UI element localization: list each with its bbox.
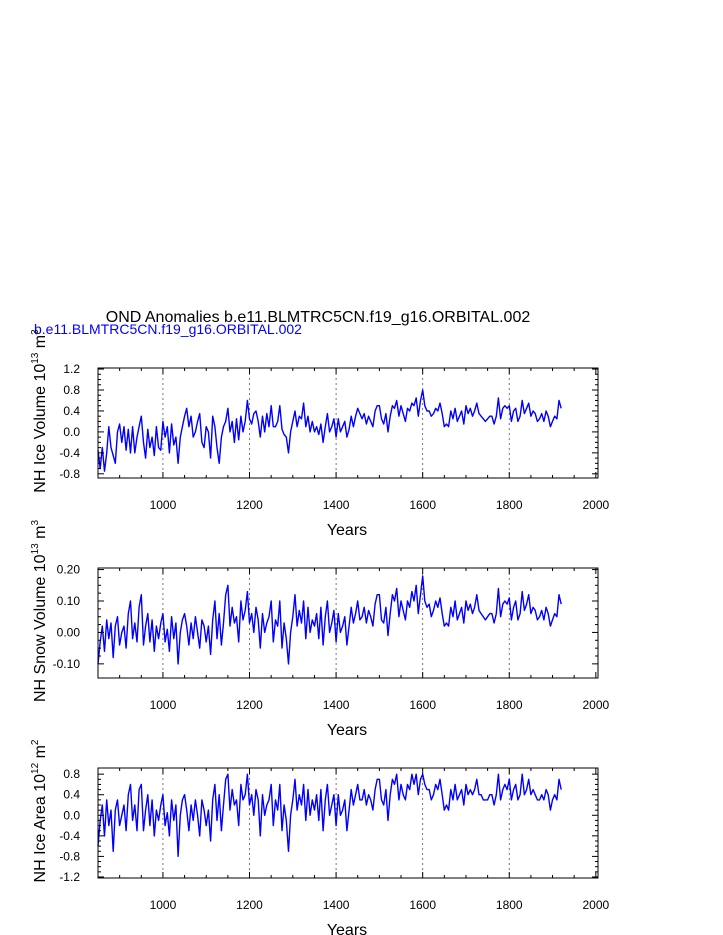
y-tick-label: -0.4 bbox=[59, 446, 80, 460]
series-line-ice-area bbox=[97, 773, 562, 858]
panel-ice-volume: 1000 1200 1400 1600 1800 2000 -0.8 -0.4 0.0 0.4 0.… bbox=[30, 329, 610, 539]
y-tick-label: 1.2 bbox=[63, 362, 80, 376]
plot-frame bbox=[97, 567, 599, 679]
x-tick-label: 1000 bbox=[150, 898, 177, 912]
series-line-snow-volume bbox=[97, 575, 562, 665]
x-tick-label: 2000 bbox=[582, 898, 609, 912]
y-tick-label: 0.8 bbox=[63, 767, 80, 781]
y-tick-label: -0.10 bbox=[53, 657, 81, 671]
y-tick-label: 0.00 bbox=[57, 625, 81, 639]
y-tick-label: 0.10 bbox=[57, 594, 81, 608]
x-tick-label: 1000 bbox=[150, 498, 177, 512]
y-tick-label: -1.2 bbox=[59, 870, 80, 884]
x-tick-label: 1000 bbox=[150, 698, 177, 712]
x-tick-label: 2000 bbox=[582, 698, 609, 712]
y-axis-label: NH Ice Area 1012 m2 bbox=[30, 739, 49, 882]
y-tick-label: -0.4 bbox=[59, 829, 80, 843]
x-tick-label: 1400 bbox=[323, 898, 350, 912]
x-axis-label: Years bbox=[327, 922, 367, 935]
x-tick-label: 1800 bbox=[496, 498, 523, 512]
y-tick-label: 0.8 bbox=[63, 383, 80, 397]
y-tick-label: 0.0 bbox=[63, 425, 80, 439]
x-axis-label: Years bbox=[327, 722, 367, 739]
x-tick-label: 1200 bbox=[236, 898, 263, 912]
x-tick-label: 1600 bbox=[409, 498, 436, 512]
y-tick-label: -0.8 bbox=[59, 467, 80, 481]
x-tick-label: 1600 bbox=[409, 698, 436, 712]
y-tick-label: -0.8 bbox=[59, 849, 80, 863]
plot-frame bbox=[97, 367, 599, 479]
legend-label: b.e11.BLMTRC5CN.f19_g16.ORBITAL.002 bbox=[34, 321, 302, 337]
x-tick-label: 1800 bbox=[496, 898, 523, 912]
panels: 1000 1200 1400 1600 1800 2000 -0.8 -0.4 0.0 0.4 0.… bbox=[30, 329, 610, 935]
y-tick-label: 0.0 bbox=[63, 808, 80, 822]
x-tick-label: 1200 bbox=[236, 498, 263, 512]
x-tick-label: 1400 bbox=[323, 698, 350, 712]
panel-snow-volume: 1000 1200 1400 1600 1800 2000 -0.10 0.00 0.10 0.2… bbox=[30, 520, 610, 739]
x-tick-label: 1400 bbox=[323, 498, 350, 512]
figure-title: OND Anomalies b.e11.BLMTRC5CN.f19_g16.OR… bbox=[106, 309, 531, 326]
x-tick-label: 1200 bbox=[236, 698, 263, 712]
x-tick-label: 1800 bbox=[496, 698, 523, 712]
series-line-ice-volume bbox=[97, 389, 562, 472]
y-tick-label: 0.4 bbox=[63, 788, 80, 802]
plot-frame bbox=[97, 767, 599, 879]
y-axis-label: NH Ice Volume 1013 m3 bbox=[30, 329, 49, 493]
panel-ice-area: 1000 1200 1400 1600 1800 2000 -1.2 -0.8 -0.4 0.0 0… bbox=[30, 739, 610, 935]
y-tick-label: 0.4 bbox=[63, 404, 80, 418]
x-tick-label: 2000 bbox=[582, 498, 609, 512]
x-axis-label: Years bbox=[327, 522, 367, 539]
x-tick-label: 1600 bbox=[409, 898, 436, 912]
y-axis-label: NH Snow Volume 1013 m3 bbox=[30, 520, 49, 703]
y-tick-label: 0.20 bbox=[57, 563, 81, 577]
